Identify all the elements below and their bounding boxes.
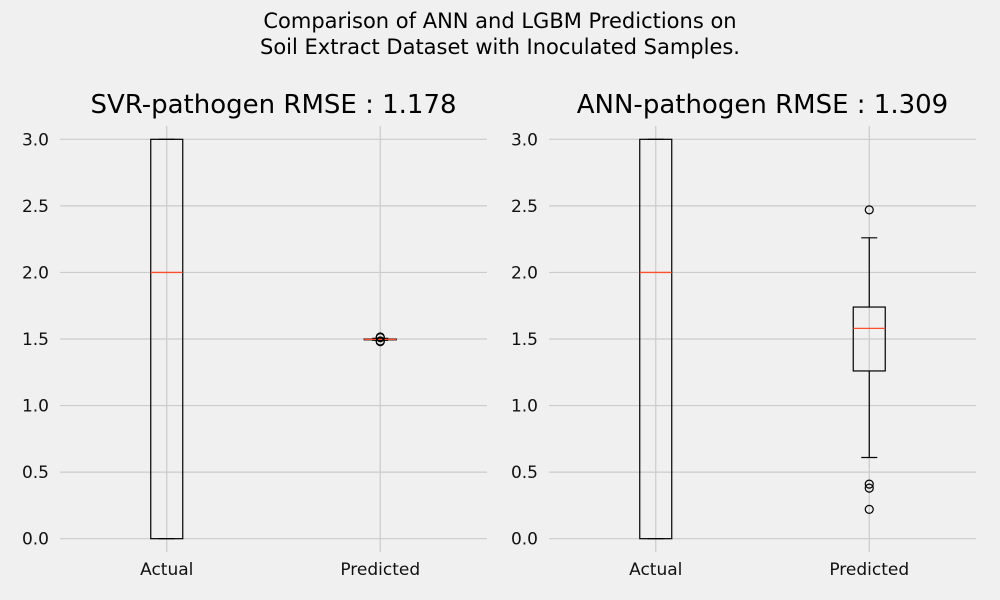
outlier-point <box>864 479 874 489</box>
x-tick-label: Predicted <box>340 560 420 580</box>
box-iqr <box>150 138 184 540</box>
outlier-point <box>375 332 385 342</box>
subplot-title: ANN-pathogen RMSE : 1.309 <box>577 90 948 120</box>
y-tick-label: 0.0 <box>22 530 49 550</box>
box-actual <box>639 138 673 540</box>
outlier-point <box>864 504 874 514</box>
x-tick-label: Predicted <box>829 560 909 580</box>
y-tick-label: 1.5 <box>511 330 538 350</box>
y-tick-label: 1.5 <box>22 330 49 350</box>
y-tick-label: 2.5 <box>22 197 49 217</box>
y-tick-label: 3.0 <box>511 130 538 150</box>
x-tick-label: Actual <box>140 560 193 580</box>
y-tick-label: 3.0 <box>22 130 49 150</box>
outlier-point <box>864 205 874 215</box>
box-predicted <box>363 332 397 347</box>
y-tick-label: 0.5 <box>22 463 49 483</box>
outlier-point <box>864 483 874 493</box>
y-tick-label: 0.5 <box>511 463 538 483</box>
subplot-1: SVR-pathogen RMSE : 1.178 0.0 0.5 1.0 1.5 2.0… <box>22 90 487 580</box>
y-tick-label: 2.0 <box>22 263 49 283</box>
box-iqr <box>639 138 673 540</box>
y-tick-label: 1.0 <box>22 397 49 417</box>
y-tick-label: 2.0 <box>511 263 538 283</box>
y-tick-label: 0.0 <box>511 530 538 550</box>
subplot-2: ANN-pathogen RMSE : 1.309 0.0 0.5 1.0 1.5 2.0… <box>511 90 976 580</box>
figure-title: Comparison of ANN and LGBM Predictions o… <box>260 9 740 59</box>
box-actual <box>150 138 184 540</box>
box-iqr <box>852 306 886 372</box>
x-tick-label: Actual <box>629 560 682 580</box>
y-tick-label: 2.5 <box>511 197 538 217</box>
box-predicted <box>852 205 886 514</box>
y-tick-label: 1.0 <box>511 397 538 417</box>
outlier-point <box>375 336 385 346</box>
subplot-title: SVR-pathogen RMSE : 1.178 <box>90 90 456 120</box>
